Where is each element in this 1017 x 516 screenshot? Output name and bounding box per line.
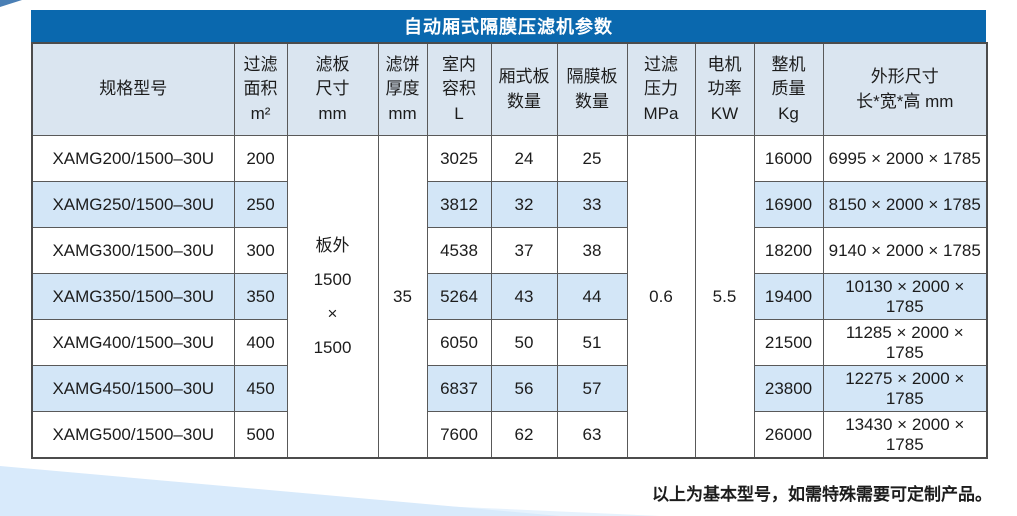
cell-diaphragm-plates: 63 <box>556 411 628 459</box>
table-title: 自动厢式隔膜压滤机参数 <box>31 10 986 42</box>
cell-volume: 7600 <box>426 411 492 459</box>
corner-accent-bottom-left-inner <box>0 466 560 516</box>
cell-model: XAMG250/1500–30U <box>31 181 235 228</box>
table-row: XAMG400/1500–30U 400 6050 50 51 21500 11… <box>31 319 988 366</box>
cell-volume: 4538 <box>426 227 492 274</box>
table-row: XAMG300/1500–30U 300 4538 37 38 18200 91… <box>31 227 988 274</box>
filter-press-spec-table: 规格型号 过滤 面积 m² 滤板 尺寸 mm 滤饼 厚度 mm 室内 容积 L … <box>31 42 988 459</box>
table-row: XAMG500/1500–30U 500 7600 62 63 26000 13… <box>31 411 988 459</box>
header-row: 规格型号 过滤 面积 m² 滤板 尺寸 mm 滤饼 厚度 mm 室内 容积 L … <box>31 42 988 136</box>
header-chamber-volume: 室内 容积 L <box>426 42 492 136</box>
cell-chamber-plates: 32 <box>490 181 558 228</box>
cell-diaphragm-plates: 38 <box>556 227 628 274</box>
header-model: 规格型号 <box>31 42 235 136</box>
cell-diaphragm-plates: 44 <box>556 273 628 320</box>
cell-diaphragm-plates: 33 <box>556 181 628 228</box>
cell-weight: 16900 <box>753 181 824 228</box>
spec-table-section: 自动厢式隔膜压滤机参数 规格型号 过滤 面积 m² 滤板 尺寸 mm 滤饼 厚度… <box>31 10 988 459</box>
cell-diaphragm-plates: 57 <box>556 365 628 412</box>
cell-model: XAMG400/1500–30U <box>31 319 235 366</box>
cell-volume: 3025 <box>426 135 492 182</box>
cell-chamber-plates: 37 <box>490 227 558 274</box>
header-motor-power: 电机 功率 KW <box>694 42 755 136</box>
cell-dimensions: 11285 × 2000 × 1785 <box>822 319 988 366</box>
cell-chamber-plates: 24 <box>490 135 558 182</box>
header-machine-weight: 整机 质量 Kg <box>753 42 824 136</box>
cell-model: XAMG350/1500–30U <box>31 273 235 320</box>
cell-diaphragm-plates: 51 <box>556 319 628 366</box>
header-filter-area: 过滤 面积 m² <box>233 42 288 136</box>
cell-area: 500 <box>233 411 288 459</box>
cell-dimensions: 9140 × 2000 × 1785 <box>822 227 988 274</box>
cell-weight: 18200 <box>753 227 824 274</box>
header-diaphragm-plate-qty: 隔膜板 数量 <box>556 42 628 136</box>
cell-area: 400 <box>233 319 288 366</box>
cell-dimensions: 8150 × 2000 × 1785 <box>822 181 988 228</box>
header-filter-pressure: 过滤 压力 MPa <box>626 42 696 136</box>
cell-weight: 19400 <box>753 273 824 320</box>
cell-chamber-plates: 56 <box>490 365 558 412</box>
cell-cake-thickness-merged: 35 <box>377 135 428 459</box>
cell-area: 200 <box>233 135 288 182</box>
cell-dimensions: 10130 × 2000 × 1785 <box>822 273 988 320</box>
header-chamber-plate-qty: 厢式板 数量 <box>490 42 558 136</box>
header-overall-dimensions: 外形尺寸 长*宽*高 mm <box>822 42 988 136</box>
cell-model: XAMG500/1500–30U <box>31 411 235 459</box>
table-row: XAMG450/1500–30U 450 6837 56 57 23800 12… <box>31 365 988 412</box>
cell-chamber-plates: 62 <box>490 411 558 459</box>
cell-weight: 16000 <box>753 135 824 182</box>
corner-accent-bottom-left-outer <box>0 486 660 516</box>
cell-volume: 6837 <box>426 365 492 412</box>
cell-area: 450 <box>233 365 288 412</box>
cell-model: XAMG200/1500–30U <box>31 135 235 182</box>
cell-weight: 26000 <box>753 411 824 459</box>
cell-motor-power-merged: 5.5 <box>694 135 755 459</box>
cell-chamber-plates: 43 <box>490 273 558 320</box>
cell-volume: 5264 <box>426 273 492 320</box>
cell-dimensions: 6995 × 2000 × 1785 <box>822 135 988 182</box>
cell-chamber-plates: 50 <box>490 319 558 366</box>
cell-diaphragm-plates: 25 <box>556 135 628 182</box>
corner-accent-top-left <box>0 0 22 7</box>
cell-pressure-merged: 0.6 <box>626 135 696 459</box>
cell-area: 300 <box>233 227 288 274</box>
cell-weight: 23800 <box>753 365 824 412</box>
cell-model: XAMG300/1500–30U <box>31 227 235 274</box>
cell-model: XAMG450/1500–30U <box>31 365 235 412</box>
cell-dimensions: 13430 × 2000 × 1785 <box>822 411 988 459</box>
table-row: XAMG200/1500–30U 200 板外 1500 × 1500 35 3… <box>31 135 988 459</box>
cell-area: 350 <box>233 273 288 320</box>
cell-volume: 6050 <box>426 319 492 366</box>
cell-plate-size-merged: 板外 1500 × 1500 <box>286 135 379 459</box>
cell-area: 250 <box>233 181 288 228</box>
cell-volume: 3812 <box>426 181 492 228</box>
table-row: XAMG250/1500–30U 250 3812 32 33 16900 81… <box>31 181 988 228</box>
footnote-text: 以上为基本型号，如需特殊需要可定制产品。 <box>652 485 992 504</box>
header-cake-thickness: 滤饼 厚度 mm <box>377 42 428 136</box>
cell-dimensions: 12275 × 2000 × 1785 <box>822 365 988 412</box>
table-row: XAMG350/1500–30U 350 5264 43 44 19400 10… <box>31 273 988 320</box>
header-plate-size: 滤板 尺寸 mm <box>286 42 379 136</box>
cell-weight: 21500 <box>753 319 824 366</box>
